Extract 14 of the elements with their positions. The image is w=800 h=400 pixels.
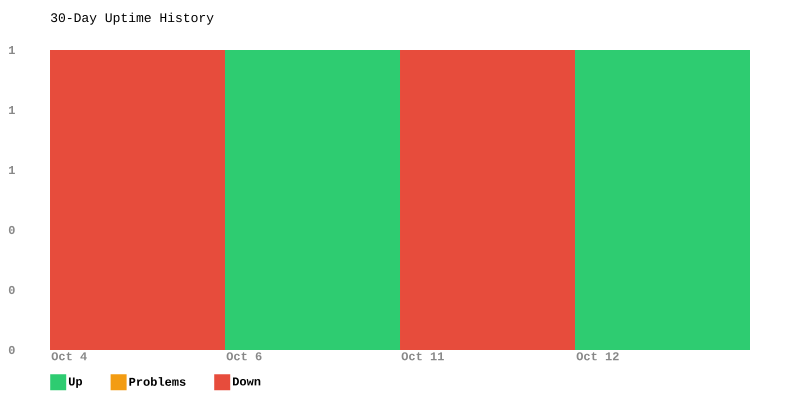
- y-tick-label: 1: [9, 166, 15, 174]
- x-tick-label: Oct 6: [226, 352, 262, 360]
- x-tick-label: Oct 4: [52, 352, 87, 360]
- legend-label: Down: [233, 377, 260, 386]
- x-tick-label: Oct 12: [576, 352, 619, 360]
- x-tick-label: Oct 11: [402, 352, 444, 360]
- y-tick-label: 0: [8, 286, 15, 294]
- y-tick-label: 0: [8, 346, 15, 354]
- y-tick-label: 1: [9, 106, 15, 114]
- chart-title: 30-Day Uptime History: [51, 12, 214, 25]
- y-tick-label: 0: [8, 226, 15, 234]
- y-tick-label: 1: [9, 46, 15, 54]
- legend-label: Problems: [129, 377, 186, 386]
- legend-label: Up: [68, 377, 82, 388]
